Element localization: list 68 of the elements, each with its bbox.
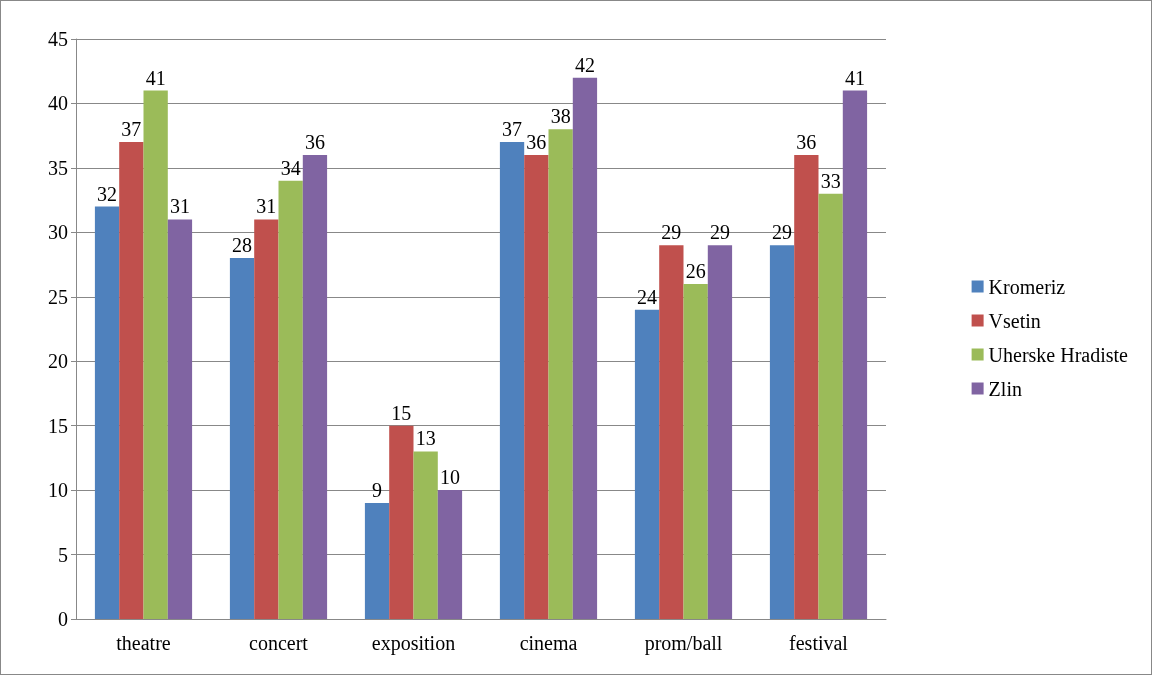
y-tick-label: 20 bbox=[48, 350, 68, 373]
data-label: 9 bbox=[372, 479, 383, 501]
bar bbox=[364, 503, 390, 619]
data-label: 31 bbox=[256, 195, 277, 218]
y-tick-label: 25 bbox=[48, 285, 68, 308]
bar bbox=[302, 155, 328, 619]
bar bbox=[143, 90, 168, 619]
data-label: 10 bbox=[439, 466, 460, 489]
y-tick-label: 30 bbox=[48, 221, 68, 244]
data-label: 36 bbox=[796, 131, 817, 153]
x-tick-label: prom/ball bbox=[644, 632, 723, 655]
bar bbox=[499, 142, 525, 619]
bar bbox=[167, 219, 193, 619]
bar bbox=[659, 245, 684, 619]
data-label: 29 bbox=[772, 221, 793, 244]
data-label: 36 bbox=[526, 131, 547, 153]
bar bbox=[437, 490, 463, 619]
data-label: 37 bbox=[502, 118, 523, 141]
data-label: 36 bbox=[304, 131, 325, 153]
data-label: 34 bbox=[280, 156, 301, 179]
legend-label: Vsetin bbox=[988, 309, 1041, 332]
bar bbox=[548, 129, 573, 619]
data-label: 37 bbox=[121, 118, 142, 141]
y-tick-label: 15 bbox=[48, 414, 68, 437]
data-label: 15 bbox=[391, 401, 412, 424]
x-tick-label: cinema bbox=[519, 632, 578, 654]
data-label: 29 bbox=[661, 221, 682, 244]
data-label: 28 bbox=[232, 234, 253, 257]
bar bbox=[842, 90, 868, 619]
y-tick-label: 45 bbox=[48, 28, 68, 50]
x-tick-label: theatre bbox=[116, 632, 171, 654]
legend-label: Kromeriz bbox=[988, 275, 1066, 298]
x-tick-label: concert bbox=[249, 632, 309, 654]
bar bbox=[818, 193, 843, 619]
data-label: 24 bbox=[637, 285, 658, 308]
bar bbox=[278, 180, 303, 619]
bar bbox=[389, 425, 414, 619]
data-label: 42 bbox=[574, 53, 595, 76]
bar bbox=[94, 206, 120, 619]
legend-label: Uherske Hradiste bbox=[988, 343, 1129, 366]
bar bbox=[794, 155, 819, 619]
y-tick-label: 10 bbox=[48, 479, 68, 502]
data-label: 32 bbox=[97, 182, 118, 205]
bar bbox=[413, 451, 438, 619]
y-tick-label: 0 bbox=[58, 608, 68, 630]
bar bbox=[572, 77, 598, 619]
data-label: 41 bbox=[145, 66, 166, 89]
data-label: 31 bbox=[169, 195, 190, 218]
data-label: 13 bbox=[415, 427, 436, 450]
data-label: 26 bbox=[685, 259, 706, 282]
bar bbox=[254, 219, 279, 619]
bar bbox=[229, 258, 255, 619]
data-label: 38 bbox=[550, 105, 571, 128]
x-tick-label: exposition bbox=[371, 632, 456, 655]
data-label: 33 bbox=[820, 169, 841, 192]
bar bbox=[119, 142, 144, 619]
bar bbox=[524, 155, 549, 619]
data-label: 41 bbox=[844, 66, 865, 89]
bar bbox=[634, 309, 660, 619]
bar bbox=[683, 283, 708, 619]
legend-label: Zlin bbox=[988, 377, 1022, 400]
y-tick-label: 5 bbox=[58, 543, 68, 566]
bar bbox=[707, 245, 733, 619]
x-tick-label: festival bbox=[789, 632, 849, 654]
y-tick-label: 35 bbox=[48, 156, 68, 179]
y-tick-label: 40 bbox=[48, 92, 68, 115]
data-label: 29 bbox=[709, 221, 730, 244]
bar bbox=[769, 245, 795, 619]
